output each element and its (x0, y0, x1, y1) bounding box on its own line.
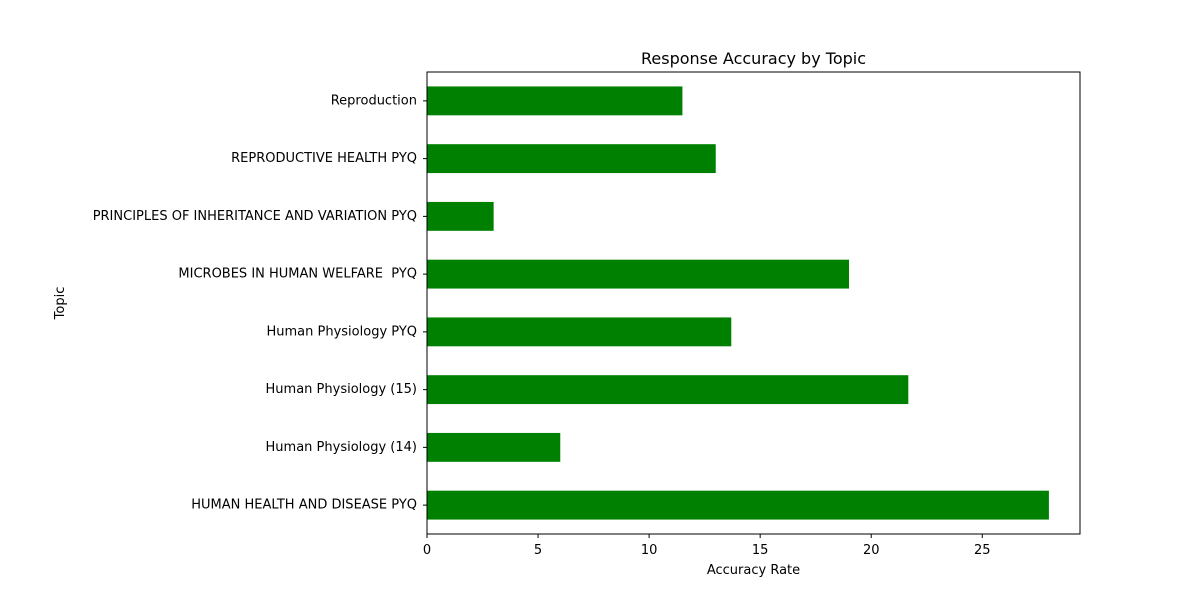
x-tick-label-0: 0 (423, 543, 431, 558)
plot-area-frame (426, 71, 1081, 535)
y-tick-label-5: PRINCIPLES OF INHERITANCE AND VARIATION … (93, 209, 417, 224)
y-tick-label-1: Human Physiology (14) (266, 440, 417, 455)
x-tick-label-1: 5 (534, 543, 542, 558)
chart-title: Response Accuracy by Topic (641, 49, 866, 68)
y-tick-label-0: HUMAN HEALTH AND DISEASE PYQ (191, 498, 417, 513)
bar-7 (427, 86, 683, 116)
x-axis-label: Accuracy Rate (707, 563, 800, 578)
bar-5 (427, 201, 494, 231)
x-tick-label-4: 20 (863, 543, 880, 558)
x-tick-label-5: 25 (974, 543, 991, 558)
bar-2 (427, 375, 909, 405)
bars-group (427, 86, 1049, 520)
x-tick-label-3: 15 (752, 543, 769, 558)
y-axis-label: Topic (53, 287, 68, 321)
y-axis-ticks: HUMAN HEALTH AND DISEASE PYQ Human Physio… (93, 93, 427, 513)
bar-4 (427, 259, 850, 289)
y-tick-label-2: Human Physiology (15) (266, 382, 417, 397)
bar-3 (427, 317, 732, 347)
y-tick-label-4: MICROBES IN HUMAN WELFARE PYQ (178, 267, 417, 282)
y-tick-label-7: Reproduction (331, 93, 417, 108)
y-tick-label-3: Human Physiology PYQ (267, 324, 418, 339)
bar-1 (427, 432, 561, 462)
y-tick-label-6: REPRODUCTIVE HEALTH PYQ (231, 151, 417, 166)
x-tick-label-2: 10 (641, 543, 658, 558)
bar-6 (427, 144, 716, 174)
bar-0 (427, 490, 1049, 520)
x-axis-ticks: 0 5 10 15 20 25 (423, 534, 991, 558)
